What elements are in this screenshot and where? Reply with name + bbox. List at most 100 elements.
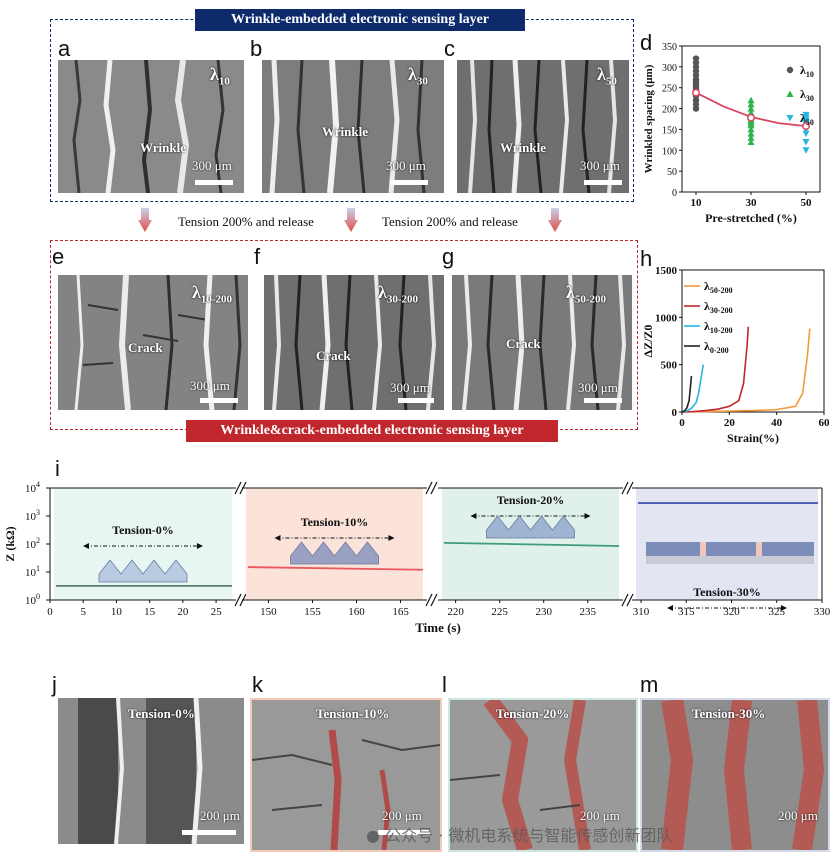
i-signal-2 xyxy=(443,541,620,547)
scale-m: 200 μm xyxy=(778,808,818,823)
note-g: Crack xyxy=(506,336,541,351)
d-point-lambda50 xyxy=(802,138,810,146)
d-point-lambda30 xyxy=(747,125,755,133)
h-xtick-label: 20 xyxy=(724,417,736,429)
i-wave-schematic-1 xyxy=(290,541,379,565)
i-axis-break xyxy=(626,481,634,495)
d-legend-label: λ10 xyxy=(800,63,814,79)
d-point-lambda30 xyxy=(747,105,755,112)
d-mean-point xyxy=(692,88,700,97)
d-point-lambda30 xyxy=(747,134,755,141)
sem-image-g xyxy=(452,275,632,410)
h-line-0 xyxy=(681,328,811,413)
d-point-lambda30 xyxy=(747,100,755,108)
i-xtick-label: 310 xyxy=(633,606,650,618)
i-xtick-label: 5 xyxy=(80,606,86,618)
i-film-base xyxy=(646,556,814,564)
note-l: Tension-20% xyxy=(496,706,570,721)
note-e: Crack xyxy=(128,340,163,355)
panel-e-label: e xyxy=(52,244,65,269)
top-banner: Wrinkle-embedded electronic sensing laye… xyxy=(195,9,525,31)
i-ytick-label: 103 xyxy=(25,508,40,523)
h-legend-label: λ30-200 xyxy=(704,299,733,315)
panel-d-label: d xyxy=(640,30,653,55)
d-point-lambda50 xyxy=(802,147,810,154)
d-ytick-label: 150 xyxy=(662,125,677,136)
d-point-lambda30 xyxy=(747,130,755,137)
watermark-text: 公众号 · 微机电系统与智能传感创新团队 xyxy=(385,826,673,845)
sem-image-k xyxy=(250,698,442,852)
h-ytick-label: 1500 xyxy=(655,265,678,277)
panel-l-label: l xyxy=(442,672,447,697)
i-tension-label-3: Tension-30% xyxy=(693,585,761,599)
sem-texture-f xyxy=(264,275,444,410)
scalebar-e xyxy=(200,398,238,403)
i-ytick-label: 104 xyxy=(25,480,40,495)
scale-g: 300 μm xyxy=(578,380,618,395)
sem-texture-l xyxy=(450,700,636,850)
d-legend-label: λ30 xyxy=(800,87,814,103)
scale-l: 200 μm xyxy=(580,808,620,823)
i-ytick-label: 101 xyxy=(25,564,40,579)
h-frame xyxy=(681,269,825,413)
scalebar-f xyxy=(398,398,434,403)
i-xtick-label: 160 xyxy=(348,606,365,618)
d-xtick-label: 30 xyxy=(746,197,758,209)
bottom-banner: Wrinkle&crack-embedded electronic sensin… xyxy=(186,420,558,442)
h-xlabel: Strain(%) xyxy=(727,431,779,445)
panel-m-label: m xyxy=(640,672,659,697)
d-xlabel: Pre-stretched (%) xyxy=(705,211,797,225)
i-xtick-label: 225 xyxy=(491,606,508,618)
i-xtick-label: 10 xyxy=(111,606,123,618)
i-xtick-label: 220 xyxy=(447,606,464,618)
i-xtick-label: 0 xyxy=(47,606,53,618)
scalebar-g xyxy=(584,398,622,403)
d-ytick-label: 300 xyxy=(662,63,677,74)
sem-image-e xyxy=(58,275,248,410)
i-arrow-head-left-0 xyxy=(83,543,89,549)
d-legend-label: λ50 xyxy=(800,111,814,127)
note-m: Tension-30% xyxy=(692,706,766,721)
i-axis-break xyxy=(621,481,629,495)
i-xtick-label: 235 xyxy=(580,606,597,618)
i-axis-break xyxy=(621,593,629,607)
i-arrow-head-right-2 xyxy=(584,513,591,519)
i-wave-shape-2 xyxy=(486,515,575,539)
down-arrow-1 xyxy=(138,208,152,232)
d-legend-marker-lambda30 xyxy=(786,90,794,97)
sem-texture-j xyxy=(58,698,244,844)
h-ylabel: ΔZ/Z0 xyxy=(641,325,655,358)
note-b: Wrinkle xyxy=(322,124,368,139)
lambda-f: λ30-200 xyxy=(378,282,419,306)
i-axis-break xyxy=(430,481,438,495)
chart-i: 0 5 10 15 20 25 Tension-0% 150 155 160 165 Tension-… xyxy=(3,480,830,635)
sem-image-j xyxy=(58,698,244,844)
d-mean-point xyxy=(747,113,755,122)
d-ylabel: Wrinkled spacing (μm) xyxy=(643,64,655,173)
panel-h-label: h xyxy=(640,246,653,271)
scale-c: 300 μm xyxy=(580,158,620,173)
scale-a: 300 μm xyxy=(192,158,232,173)
scalebar-a xyxy=(195,180,233,185)
i-xtick-label: 320 xyxy=(723,606,740,618)
arrow-text-2: Tension 200% and release xyxy=(382,214,518,229)
h-legend-label: λ10-200 xyxy=(704,319,733,335)
i-xtick-label: 165 xyxy=(392,606,409,618)
i-axis-break xyxy=(234,593,242,607)
h-ytick-label: 500 xyxy=(661,360,678,372)
i-xtick-label: 150 xyxy=(260,606,277,618)
scalebar-k xyxy=(378,830,430,835)
h-xtick-label: 40 xyxy=(771,417,783,429)
i-xtick-label: 230 xyxy=(535,606,552,618)
chart-d: 0 50 100 150 200 250 300 350 10 30 50 Pre-stretched… xyxy=(643,42,821,225)
i-tension-label-1: Tension-10% xyxy=(301,515,369,529)
scale-j: 200 μm xyxy=(200,808,240,823)
note-a: Wrinkle xyxy=(140,140,186,155)
panel-k-label: k xyxy=(252,672,263,697)
note-c: Wrinkle xyxy=(500,140,546,155)
h-line-3 xyxy=(681,375,693,413)
i-tension-label-0: Tension-0% xyxy=(112,523,174,537)
panel-b-label: b xyxy=(250,36,263,61)
d-legend-marker-lambda50 xyxy=(786,115,794,122)
wechat-icon: ● xyxy=(366,826,380,845)
